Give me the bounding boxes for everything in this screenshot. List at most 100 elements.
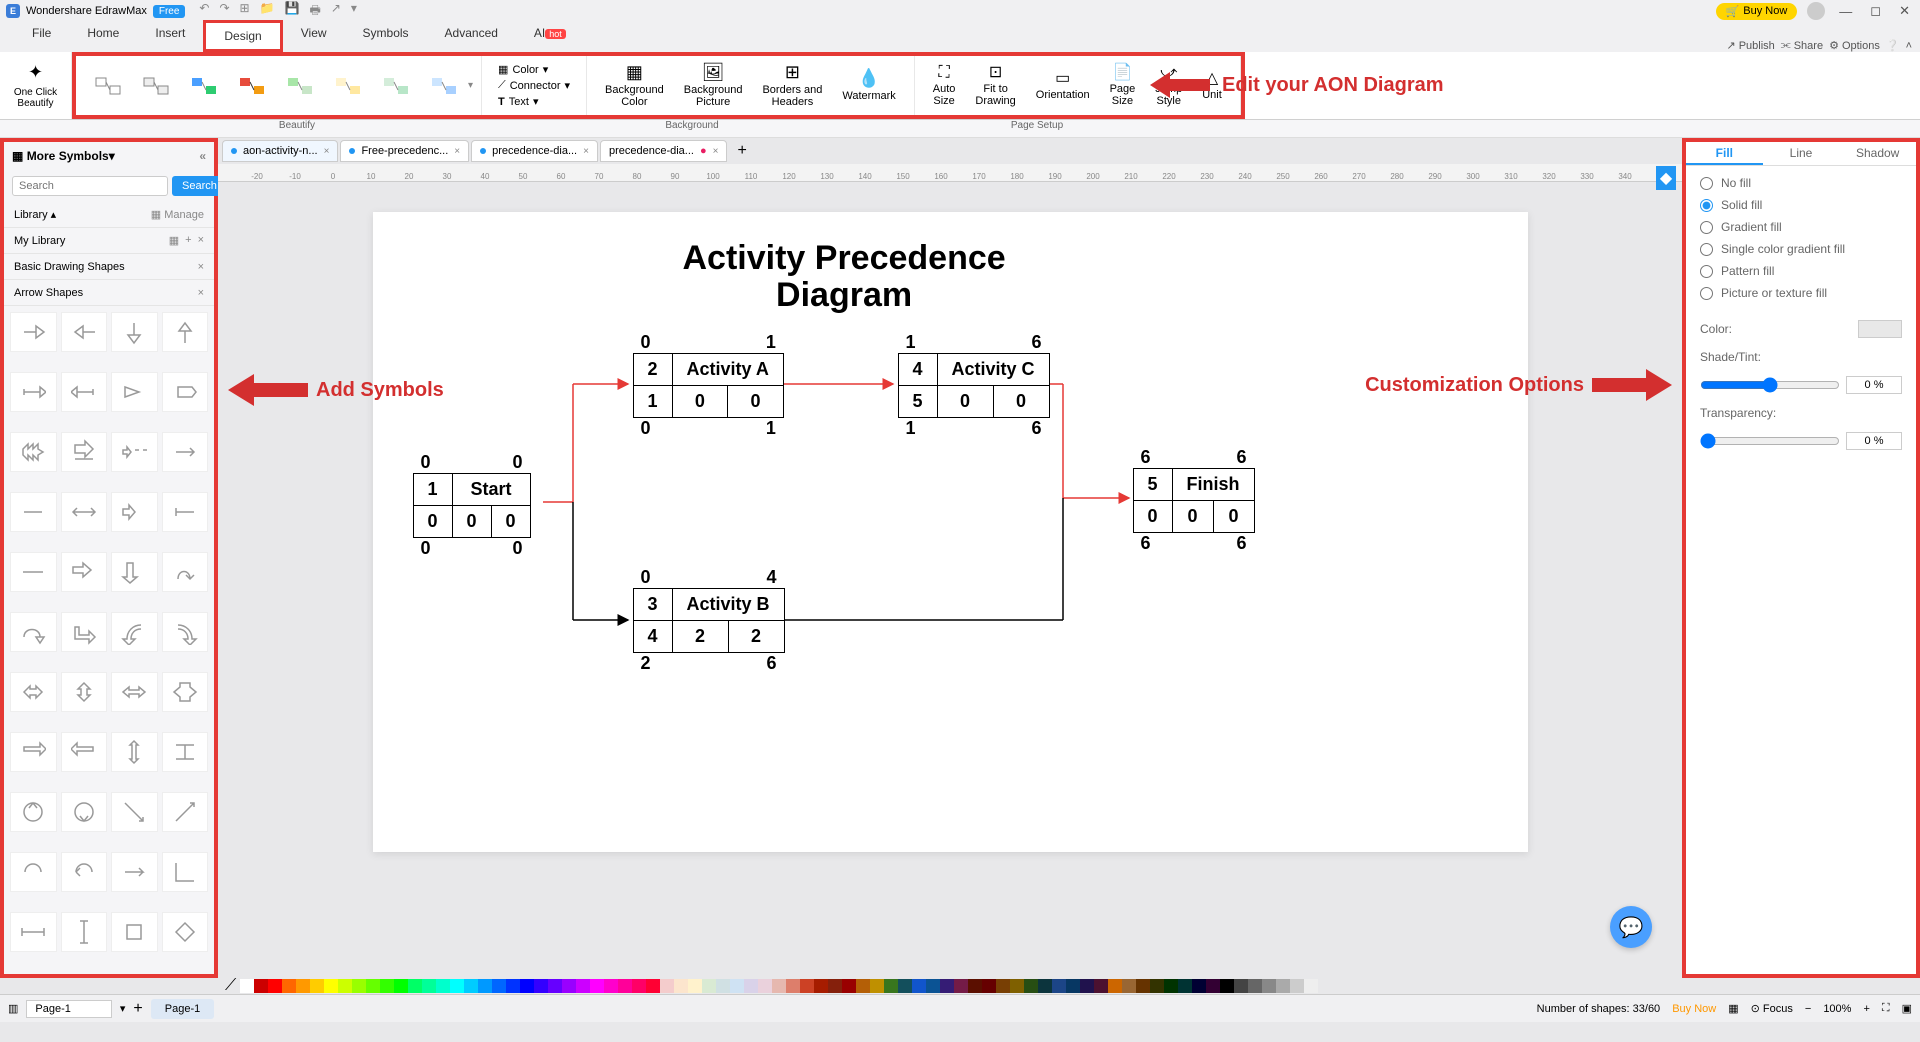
color-swatch[interactable] [884,979,898,993]
orientation-button[interactable]: ▭Orientation [1026,70,1100,102]
print-icon[interactable]: 🖶 [310,1,321,22]
color-swatch[interactable] [422,979,436,993]
watermark-button[interactable]: 💧Watermark [832,69,905,103]
arrow-shape-12[interactable] [10,492,57,532]
arrow-shape-22[interactable] [111,612,158,652]
bg-color-button[interactable]: ▦Background Color [595,63,674,109]
arrow-shape-13[interactable] [61,492,108,532]
color-swatch[interactable] [1052,979,1066,993]
theme-style-6[interactable] [326,64,370,108]
lib-add-icon[interactable]: + [185,234,191,247]
color-swatch[interactable] [800,979,814,993]
fit-page-icon[interactable]: ⛶ [1882,1002,1890,1015]
arrow-shape-32[interactable] [10,792,57,832]
color-swatch[interactable] [1164,979,1178,993]
color-swatch[interactable] [380,979,394,993]
menu-tab-home[interactable]: Home [69,20,137,52]
color-swatch[interactable] [590,979,604,993]
close-tab-icon[interactable]: × [324,146,330,157]
menu-tab-ai[interactable]: AIhot [516,20,584,52]
arrow-shape-38[interactable] [111,852,158,892]
color-swatch[interactable] [1276,979,1290,993]
color-swatch[interactable] [282,979,296,993]
arrow-shape-0[interactable] [10,312,57,352]
zoom-level[interactable]: 100% [1823,1003,1851,1015]
arrow-shape-33[interactable] [61,792,108,832]
color-swatch[interactable] [1108,979,1122,993]
one-click-beautify-button[interactable]: ✦ One Click Beautify [0,52,72,119]
arrow-shape-5[interactable] [61,372,108,412]
arrow-shapes-close-icon[interactable]: × [198,287,204,299]
color-swatch[interactable] [534,979,548,993]
maximize-button[interactable]: ◻ [1866,3,1885,19]
shade-slider[interactable] [1700,377,1840,393]
publish-button[interactable]: ↗ Publish [1727,39,1775,52]
color-swatch[interactable] [1234,979,1248,993]
lib-view-icon[interactable]: ▦ [169,234,179,247]
arrow-shape-42[interactable] [111,912,158,952]
arrow-shape-23[interactable] [162,612,209,652]
color-swatch[interactable] [1262,979,1276,993]
color-swatch[interactable] [646,979,660,993]
arrow-shape-6[interactable] [111,372,158,412]
page-size-button[interactable]: 📄Page Size [1100,64,1146,108]
doc-tab[interactable]: precedence-dia...× [471,140,598,162]
color-swatch[interactable] [772,979,786,993]
collapse-panel-icon[interactable]: « [199,149,206,163]
basic-shapes-close-icon[interactable]: × [198,261,204,273]
arrow-shape-29[interactable] [61,732,108,772]
color-swatch[interactable] [1094,979,1108,993]
theme-style-4[interactable] [230,64,274,108]
arrow-shape-18[interactable] [111,552,158,592]
color-swatch[interactable] [548,979,562,993]
shade-value[interactable] [1846,376,1902,394]
buy-now-button[interactable]: 🛒 Buy Now [1716,3,1798,20]
menu-tab-symbols[interactable]: Symbols [345,20,427,52]
page-dropdown-icon[interactable]: ▾ [120,1002,126,1015]
fill-option-4[interactable]: Pattern fill [1700,264,1902,278]
zoom-out-button[interactable]: − [1805,1003,1811,1015]
color-swatch[interactable] [1206,979,1220,993]
arrow-shape-27[interactable] [162,672,209,712]
color-swatch[interactable] [688,979,702,993]
arrow-shape-19[interactable] [162,552,209,592]
color-swatch[interactable] [1122,979,1136,993]
buy-now-inline[interactable]: Buy Now [1672,1003,1716,1015]
format-tab-fill[interactable]: Fill [1686,142,1763,165]
fullscreen-icon[interactable]: ▣ [1902,1002,1912,1015]
activity-node[interactable]: 164Activity C50016 [898,332,1050,439]
arrow-shape-4[interactable] [10,372,57,412]
chat-help-button[interactable]: 💬 [1610,906,1652,948]
arrow-shape-40[interactable] [10,912,57,952]
color-swatch[interactable] [366,979,380,993]
color-swatch[interactable] [1248,979,1262,993]
arrow-shape-30[interactable] [111,732,158,772]
arrow-shape-24[interactable] [10,672,57,712]
zoom-in-button[interactable]: + [1863,1003,1869,1015]
fill-option-2[interactable]: Gradient fill [1700,220,1902,234]
user-avatar-icon[interactable] [1807,2,1825,20]
page-list-icon[interactable]: ▥ [8,1002,18,1015]
format-tab-shadow[interactable]: Shadow [1839,142,1916,165]
theme-style-8[interactable] [422,64,466,108]
color-swatch[interactable] [716,979,730,993]
color-swatch[interactable] [926,979,940,993]
export-icon[interactable]: ↗ [331,1,341,22]
arrow-shape-37[interactable] [61,852,108,892]
close-tab-icon[interactable]: × [454,146,460,157]
arrow-shapes-item[interactable]: Arrow Shapes [14,287,83,299]
arrow-shape-15[interactable] [162,492,209,532]
my-library-item[interactable]: My Library [14,235,65,247]
arrow-shape-17[interactable] [61,552,108,592]
color-swatch[interactable] [1304,979,1318,993]
options-button[interactable]: ⚙ Options [1829,39,1880,52]
transparency-value[interactable] [1846,432,1902,450]
color-swatch[interactable] [310,979,324,993]
arrow-shape-10[interactable] [111,432,158,472]
help-icon[interactable]: ❔ [1886,39,1900,52]
color-swatch[interactable] [1192,979,1206,993]
color-swatch[interactable] [492,979,506,993]
color-swatch[interactable] [660,979,674,993]
undo-icon[interactable]: ↶ [199,1,209,22]
color-swatch[interactable] [1858,320,1902,338]
